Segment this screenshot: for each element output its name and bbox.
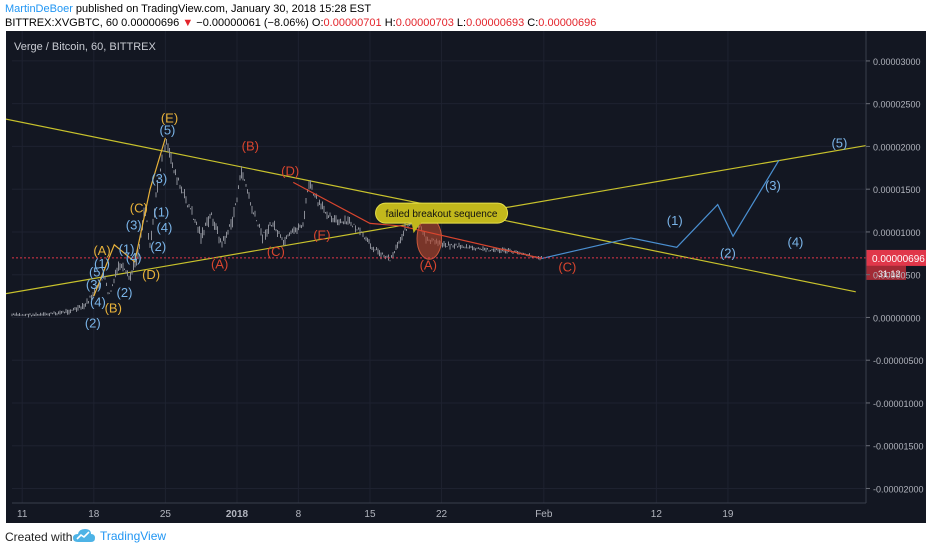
x-axis[interactable]: 11 18 25 2018 8 15 22 Feb 12 19 [12,502,866,520]
y-tick-label: -0.00001500 [873,442,924,452]
x-tick-label: 15 [364,509,376,520]
wave-label: (2) [117,285,133,300]
wave-label: (C) [130,200,148,215]
wave-label: (A) [211,257,228,272]
wave-label: (C) [267,244,285,259]
red-wave-line [292,181,542,260]
wave-label: (1) [119,241,135,256]
wave-label: (5) [89,264,105,279]
wave-label: (C) [558,259,576,274]
wave-paths [93,137,542,297]
chart-header: MartinDeBoer published on TradingView.co… [0,0,932,30]
highlight-ellipse-group [416,217,443,260]
y-tick-label: -0.00001000 [873,399,924,409]
low-value: 0.00000693 [466,17,525,29]
y-tick-label: 0.00002000 [873,142,921,152]
wave-label: (4) [156,220,172,235]
wave-label: (2) [150,239,166,254]
down-arrow-icon: ▼ [182,17,194,29]
low-label: L: [456,17,467,29]
wave-labels: (E)(5)(3)(C)(3)(1)(4)(1) (2)(4)(D)(A)(1)(… [85,110,848,330]
callout-text: failed breakout sequence [386,209,498,220]
last-price: 0.00000696 [121,17,180,29]
y-tick-label: 0.00000000 [873,313,921,323]
wave-label: (4) [126,250,142,265]
x-tick-label: 22 [436,509,448,520]
callout-pointer [411,222,422,234]
wave-label: (2) [720,246,736,261]
price-tag [866,249,926,266]
open-label: O: [311,17,324,29]
wave-label: (A) [93,243,110,258]
wave-label: (1) [153,205,169,220]
wave-label: (D) [281,164,299,179]
x-tick-label: 19 [722,509,734,520]
author-link[interactable]: MartinDeBoer [5,3,73,15]
ohlc-line: BITTREX:XVGBTC, 60 0.00000696 ▼ −0.00000… [5,17,596,29]
y-tick-label: -0.00000500 [873,356,924,366]
tradingview-cloud-icon [73,529,95,542]
wave-label: (2) [85,316,101,331]
wave-label: (5) [831,135,847,150]
price-candles [11,139,542,318]
price-tag-label: 0.00000696 [872,254,925,265]
price-line-group: 0.00000696 31:12 [12,249,926,280]
x-tick-label: 12 [651,509,663,520]
y-tick-label: 0.00001500 [873,185,921,195]
tradingview-brand[interactable]: TradingView [100,529,167,543]
y-tick-label: 0.00003000 [873,57,921,67]
wave-label: (4) [787,234,803,249]
wave-label: (1) [667,213,683,228]
breakout-ellipse [416,217,443,260]
countdown-tag [866,265,906,280]
callout-bubble [375,202,509,224]
callout-group: failed breakout sequence [375,202,509,234]
price-chart[interactable]: 0.00000696 31:12 failed breakout sequence… [6,31,926,523]
wave-label: (5) [160,122,176,137]
wave-label: (3) [151,171,167,186]
y-tick-label: -0.00002000 [873,484,924,494]
chart-area[interactable]: 0.00000696 31:12 failed breakout sequence… [6,31,926,523]
x-tick-label: 25 [160,509,172,520]
wave-label: (3) [86,277,102,292]
grid-lines [12,31,866,503]
footer: Created with TradingView [0,523,932,550]
high-value: 0.00000703 [395,17,454,29]
chart-title: Verge / Bitcoin, 60, BITTREX [14,41,157,53]
wave-label: (4) [90,294,106,309]
wave-label: (D) [142,267,160,282]
high-label: H: [384,17,396,29]
countdown-label: 31:12 [878,269,901,279]
created-with-text: Created with [5,530,73,544]
y-tick-label: 0.00000500 [873,271,921,281]
price-change: −0.00000061 (−8.06%) [196,17,309,29]
wave-label: (E) [161,110,178,125]
wave-label: (3) [126,217,142,232]
published-text: published on TradingView.com, January 30… [75,3,372,15]
orange-wave-line [93,137,166,297]
y-tick-label: 0.00002500 [873,100,921,110]
close-label: C: [527,17,539,29]
wave-label: (B) [105,300,122,315]
y-tick-label: 0.00001000 [873,228,921,238]
x-tick-label: 8 [296,509,302,520]
x-tick-label: 2018 [226,509,249,520]
projection-group [541,159,780,260]
close-value: 0.00000696 [538,17,597,29]
wave-label: (E) [313,228,330,243]
wave-label: (3) [765,178,781,193]
publish-line: MartinDeBoer published on TradingView.co… [5,3,371,15]
projected-wave-path [541,159,780,260]
y-axis[interactable]: 0.00003000 0.00002500 0.00002000 0.00001500… [865,31,924,503]
x-tick-label: 18 [88,509,100,520]
wave-label: (B) [242,139,259,154]
wave-label: (1) [94,256,110,271]
open-value: 0.00000701 [323,17,382,29]
symbol-label: BITTREX:XVGBTC, 60 [5,17,119,29]
wave-label: (A) [420,258,437,273]
x-tick-label: 11 [17,509,28,520]
x-tick-label: Feb [535,509,553,520]
